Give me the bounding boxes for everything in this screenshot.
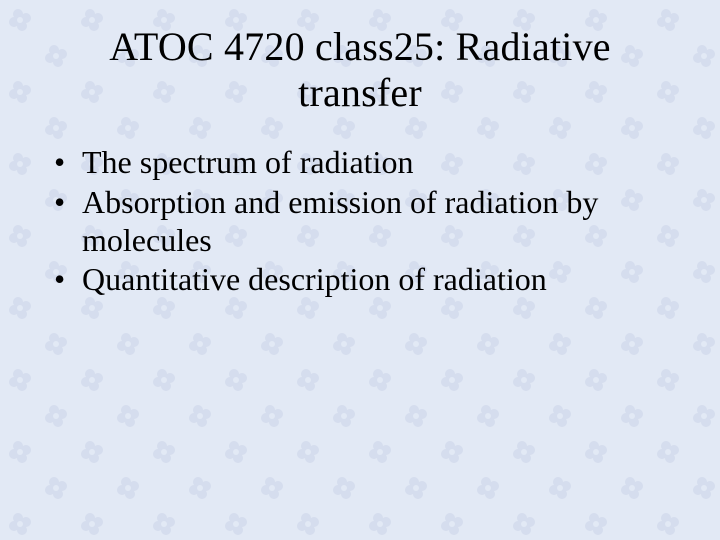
list-item: Absorption and emission of radiation by …: [54, 184, 670, 260]
list-item: Quantitative description of radiation: [54, 261, 670, 299]
slide-container: ATOC 4720 class25: Radiative transfer Th…: [0, 0, 720, 540]
list-item: The spectrum of radiation: [54, 144, 670, 182]
slide-content: ATOC 4720 class25: Radiative transfer Th…: [50, 24, 670, 299]
slide-title: ATOC 4720 class25: Radiative transfer: [50, 24, 670, 116]
bullet-list: The spectrum of radiation Absorption and…: [50, 144, 670, 299]
